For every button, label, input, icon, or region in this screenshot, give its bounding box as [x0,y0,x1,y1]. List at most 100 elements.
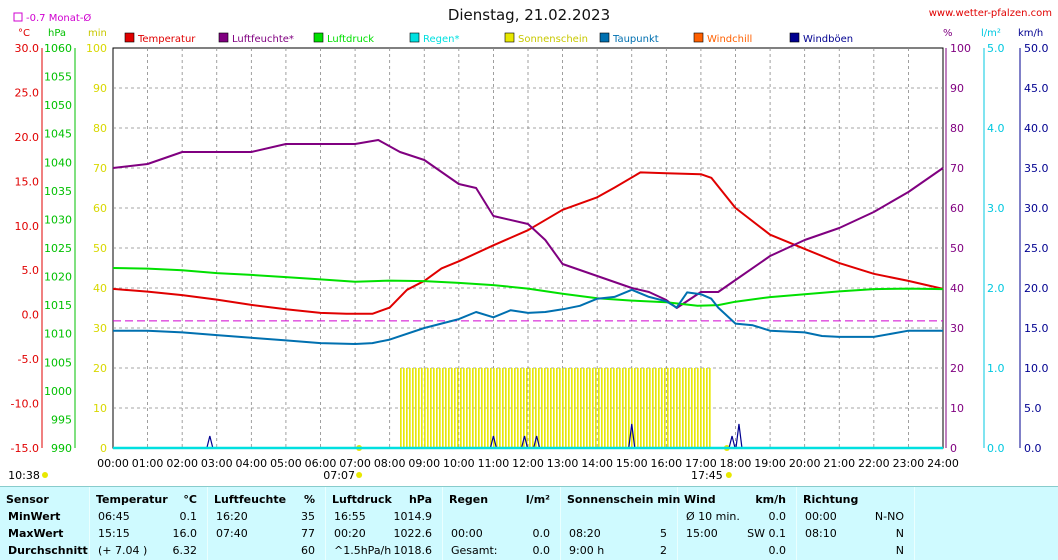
sunshine-bar [691,368,693,448]
legend-label: Sonnenschein [518,34,588,45]
axis-temp-tick: 15.0 [15,175,40,188]
axis-pressure-tick: 1040 [44,156,72,169]
legend-label: Temperatur [137,34,196,45]
sunshine-bar [448,368,450,448]
sunshine-bar [514,368,516,448]
axis-minutes-tick: 50 [93,242,107,255]
sunshine-bar [589,368,591,448]
x-tick-label: 19:00 [754,457,786,470]
sunshine-bar [628,368,630,448]
sunshine-bar [685,368,687,448]
unit-hpa: hPa [48,28,66,39]
table-cell-time: 06:45 [98,510,130,523]
axis-pressure-tick: 1055 [44,71,72,84]
sunshine-bar [574,368,576,448]
sunshine-bar [433,368,435,448]
sunshine-bar [568,368,570,448]
sunshine-bar [403,368,405,448]
legend-label: Regen* [423,34,460,45]
table-cell-value: N [895,527,904,540]
table-cell-time: 00:00 [451,527,483,540]
sunshine-bar [553,368,555,448]
axis-temp-tick: 5.0 [22,264,40,277]
sunshine-bars [400,368,711,448]
table-header: Sensor [6,493,49,506]
table-header: Wind [684,493,716,506]
axis-pressure-tick: 1005 [44,356,72,369]
sunshine-bar [583,368,585,448]
table-column: Sonnenschein min 08:20 5 9:00 h 2 [561,487,680,560]
x-tick-label: 06:00 [305,457,337,470]
axis-temp-tick: 10.0 [15,220,40,233]
sunshine-bar [520,368,522,448]
table-cell-value: 1022.6 [393,527,433,540]
sunshine-bar [607,368,609,448]
series-line-luftdruck [112,267,944,307]
x-tick-label: 10:00 [443,457,475,470]
x-tick-label: 03:00 [201,457,233,470]
sunshine-bar [457,368,459,448]
legend-label: Luftfeuchte* [232,34,294,45]
sunshine-bar [592,368,594,448]
axis-rain-tick: 3.0 [987,202,1005,215]
sunshine-bar [679,368,681,448]
table-cell-value: 77 [301,527,315,540]
x-tick-label: 17:00 [685,457,717,470]
sunshine-bar [649,368,651,448]
sunshine-bar [412,368,414,448]
legend-label: Windböen [803,34,853,45]
sunshine-bar [496,368,498,448]
table-cell-value: 0.0 [768,544,787,557]
sunshine-bar [418,368,420,448]
axis-wind-tick: 35.0 [1024,162,1049,175]
axis-rain-tick: 2.0 [987,282,1005,295]
axis-wind-tick: 50.0 [1024,42,1049,55]
table-row-label: MaxWert [8,527,64,540]
table-cell-time: Gesamt: [451,544,498,557]
sunshine-bar [526,368,528,448]
axis-humidity-tick: 30 [950,322,964,335]
axis-humidity-tick: 70 [950,162,964,175]
axis-minutes-tick: 20 [93,362,107,375]
sunshine-bar [469,368,471,448]
sunshine-bar [676,368,678,448]
legend-swatch [313,32,324,43]
sunshine-bar [604,368,606,448]
site-url: www.wetter-pfalzen.com [929,8,1052,19]
table-cell-value: 0.0 [532,527,551,540]
sunshine-bar [625,368,627,448]
sunshine-bar [616,368,618,448]
sunshine-bar [409,368,411,448]
sunshine-bar [484,368,486,448]
table-cell-time: 15:00 [686,527,718,540]
sunshine-bar [565,368,567,448]
table-cell-time: 16:20 [216,510,248,523]
axis-temp-tick: 30.0 [15,42,40,55]
series-line-luftfeuchte [112,139,944,309]
table-cell-value: N [895,544,904,557]
sunshine-bar [577,368,579,448]
axis-minutes-tick: 70 [93,162,107,175]
sunshine-bar [547,368,549,448]
sunshine-bar [424,368,426,448]
x-tick-label: 12:00 [512,457,544,470]
axis-rain-tick: 1.0 [987,362,1005,375]
sunshine-bar [478,368,480,448]
table-cell-value: 1014.9 [393,510,433,523]
table-cell-value: 60 [301,544,315,557]
table-unit: °C [183,493,197,506]
axis-pressure-tick: 1010 [44,328,72,341]
sunshine-bar [595,368,597,448]
sunshine-bar [580,368,582,448]
sunshine-bar [664,368,666,448]
series-line-temperatur [112,171,944,315]
gust-spike [533,435,541,449]
sunshine-bar [466,368,468,448]
sunshine-bar [637,368,639,448]
x-tick-label: 02:00 [166,457,198,470]
table-column: Wind km/h Ø 10 min. 0.0 15:00 SW 0.1 0.0 [678,487,797,560]
table-column: Sensor MinWert MaxWert Durchschnitt [0,487,90,560]
table-cell-time: (+ 7.04 ) [98,544,148,557]
axis-wind-tick: 25.0 [1024,242,1049,255]
axis-pressure-tick: 1025 [44,242,72,255]
